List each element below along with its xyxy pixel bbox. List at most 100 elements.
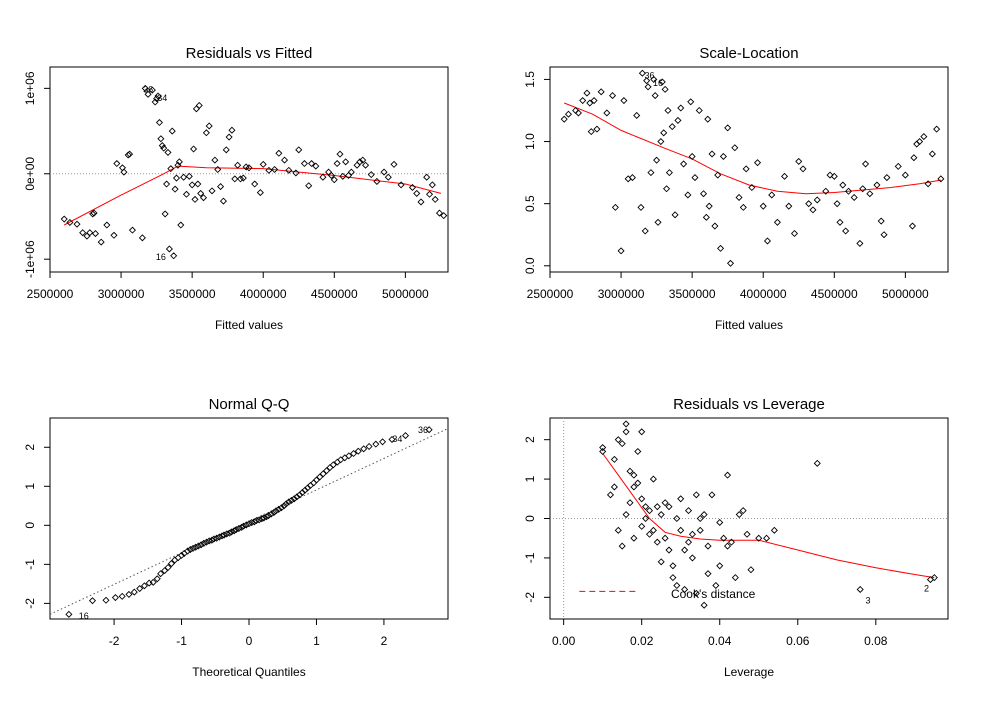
data-point	[164, 563, 172, 572]
x-axis-label: Fitted values	[715, 318, 783, 332]
data-point	[638, 495, 646, 503]
data-point	[813, 459, 821, 467]
data-point	[842, 227, 850, 235]
data-point	[609, 92, 617, 100]
data-point	[599, 447, 607, 456]
x-tick-label: 3000000	[598, 287, 645, 301]
data-point	[937, 175, 945, 183]
y-tick-label: 1e+06	[23, 71, 37, 105]
point-label: 36	[418, 425, 428, 435]
data-point	[160, 144, 168, 152]
x-tick-label: 5000000	[882, 287, 929, 301]
data-point	[654, 218, 662, 226]
panel-title: Residuals vs Leverage	[673, 396, 825, 413]
data-point	[830, 172, 838, 180]
data-point	[271, 165, 279, 174]
data-point	[360, 445, 368, 453]
y-tick-label: 1.5	[523, 71, 537, 88]
data-point	[275, 505, 283, 513]
data-point	[425, 426, 433, 434]
data-point	[622, 420, 630, 428]
data-point	[200, 539, 208, 547]
data-point	[215, 533, 223, 541]
data-point	[260, 514, 268, 522]
data-point	[731, 144, 739, 152]
data-point	[113, 159, 121, 168]
data-point	[172, 174, 181, 182]
plot-area	[560, 69, 945, 267]
panel-title: Scale-Location	[699, 45, 798, 62]
data-point	[657, 138, 665, 146]
data-point	[140, 582, 148, 590]
data-point	[901, 171, 909, 179]
data-point	[65, 610, 73, 618]
data-point	[263, 513, 271, 521]
data-point	[222, 146, 230, 154]
data-point	[668, 123, 676, 131]
data-point	[714, 171, 722, 179]
data-point	[739, 203, 747, 211]
data-point	[245, 164, 253, 172]
data-point	[700, 601, 708, 609]
plot-frame	[49, 66, 449, 273]
data-point	[844, 187, 853, 195]
plot-area	[50, 84, 448, 260]
data-point	[704, 115, 712, 123]
panel-residuals-vs-fitted: Residuals vs Fitted Fitted values 250000…	[23, 45, 449, 332]
data-point	[397, 181, 405, 189]
data-point	[657, 558, 665, 566]
data-point	[579, 97, 587, 105]
data-point	[644, 83, 652, 91]
data-point	[739, 507, 747, 515]
data-point	[440, 212, 448, 220]
data-point	[661, 85, 669, 93]
point-label: 2	[924, 583, 929, 593]
data-point	[228, 126, 236, 134]
data-point	[671, 211, 679, 219]
data-point	[684, 191, 692, 199]
data-point	[708, 150, 716, 158]
y-tick-label: -2	[23, 598, 37, 609]
data-point	[933, 125, 941, 133]
data-point	[184, 547, 192, 555]
data-point	[720, 534, 728, 542]
data-point	[716, 518, 724, 526]
x-tick-label: 4000000	[240, 287, 287, 301]
point-label: 36	[143, 84, 153, 94]
data-point	[341, 454, 349, 462]
data-point	[235, 524, 243, 532]
data-point	[813, 196, 821, 204]
data-point	[660, 129, 668, 137]
data-point	[192, 543, 200, 551]
panel-title: Residuals vs Fitted	[186, 45, 313, 62]
data-point	[223, 530, 231, 538]
data-point	[653, 156, 661, 164]
plot-frame	[49, 417, 449, 620]
y-tick-label: 1	[523, 475, 537, 482]
data-point	[622, 428, 630, 436]
data-point	[155, 118, 163, 127]
data-point	[171, 185, 179, 193]
data-point	[717, 244, 725, 252]
y-tick-label: 1.0	[523, 133, 537, 150]
data-point	[148, 86, 156, 94]
data-point	[167, 165, 175, 173]
data-point	[214, 165, 222, 174]
data-point	[282, 500, 290, 508]
data-point	[296, 491, 304, 499]
data-point	[763, 237, 772, 245]
data-point	[928, 150, 936, 158]
data-point	[103, 221, 111, 229]
data-point	[195, 101, 203, 109]
data-point	[275, 149, 283, 157]
data-point	[163, 180, 171, 188]
data-point	[425, 190, 434, 198]
data-point	[850, 193, 858, 201]
y-tick-label: 0	[523, 515, 537, 522]
data-point	[265, 512, 273, 520]
data-point	[586, 99, 594, 107]
data-point	[731, 574, 739, 582]
data-point	[688, 152, 696, 160]
data-point	[664, 106, 672, 115]
data-point	[618, 440, 626, 448]
